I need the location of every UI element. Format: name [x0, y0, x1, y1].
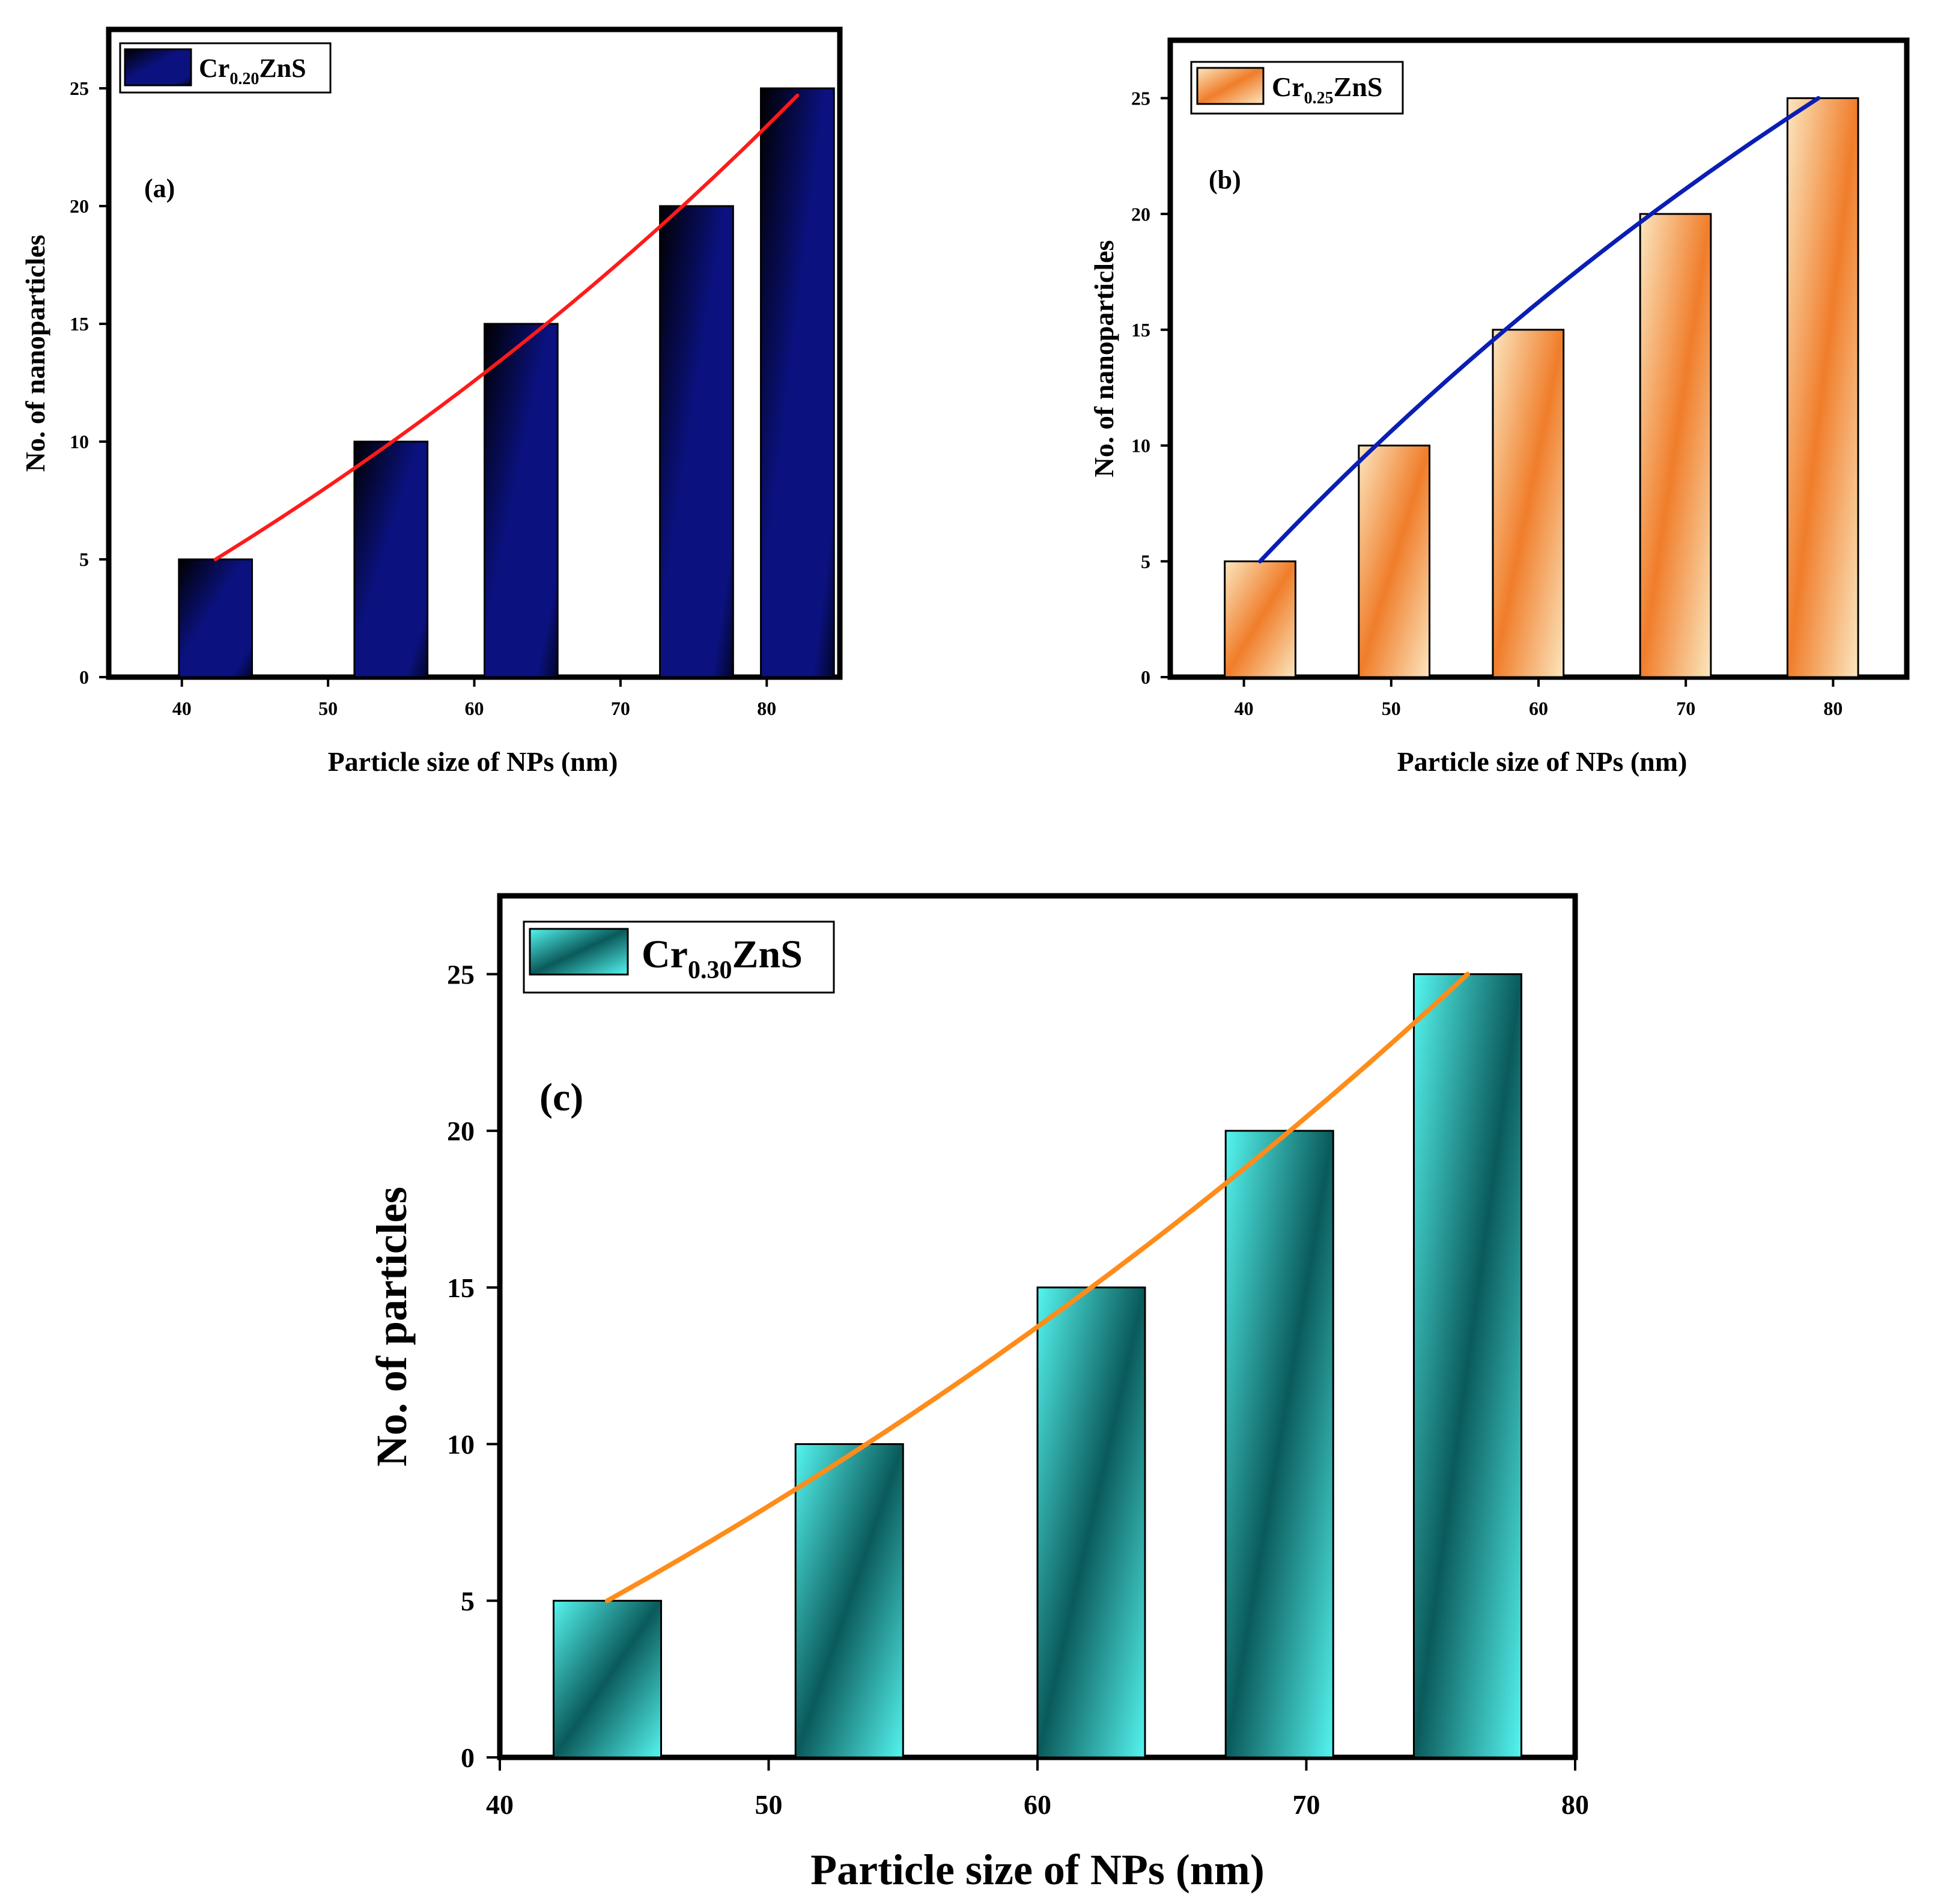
bar	[1492, 329, 1565, 678]
fit-curve	[605, 972, 1470, 1604]
y-tick-label: 5	[79, 549, 89, 570]
bar	[659, 205, 734, 678]
y-axis: 0 5 10 15 20 25	[447, 959, 500, 1773]
x-tick-label: 40	[486, 1789, 514, 1820]
x-tick-label: 50	[755, 1789, 783, 1820]
bar	[1413, 973, 1522, 1759]
x-tick-label: 70	[611, 698, 630, 719]
x-axis-title: Particle size of NPs (nm)	[1397, 746, 1687, 777]
y-tick-label: 5	[1141, 550, 1150, 572]
legend-text: Cr0.20ZnS	[199, 53, 306, 88]
y-tick-label: 25	[447, 959, 475, 990]
x-tick-label: 80	[1561, 1789, 1589, 1820]
y-tick-label: 0	[461, 1742, 475, 1773]
x-tick-label: 60	[1529, 698, 1548, 719]
x-tick-label: 80	[757, 698, 776, 719]
bar	[1224, 560, 1296, 678]
legend: Cr0.25ZnS	[1190, 61, 1404, 115]
x-axis-title: Particle size of NPs (nm)	[328, 746, 618, 777]
bar-series	[178, 87, 835, 678]
y-axis-title: No. of nanoparticles	[20, 235, 50, 472]
y-tick-label: 25	[70, 78, 89, 99]
y-tick-label: 10	[447, 1429, 475, 1460]
legend-text: Cr0.30ZnS	[642, 932, 803, 984]
x-tick-label: 70	[1676, 698, 1695, 719]
legend-swatch	[529, 928, 629, 976]
y-axis: 0 5 10 15 20 25	[1131, 88, 1170, 688]
x-tick-label: 50	[1382, 698, 1401, 719]
bar	[353, 440, 429, 678]
legend-text: Cr0.25ZnS	[1272, 71, 1383, 108]
fit-curve	[1258, 96, 1821, 564]
y-tick-label: 15	[1131, 319, 1150, 341]
y-tick-label: 20	[1131, 203, 1150, 225]
legend: Cr0.30ZnS	[523, 920, 835, 994]
chart-panel-b: 0 5 10 15 20 25 40 50 60 70 80 Cr0.25ZnS (b) Part…	[1089, 37, 1910, 777]
y-axis-title: No. of particles	[368, 1187, 416, 1467]
y-tick-label: 0	[79, 666, 89, 688]
y-tick-label: 15	[70, 313, 89, 335]
y-tick-label: 25	[1131, 88, 1150, 109]
bar	[1639, 213, 1712, 678]
y-tick-label: 5	[461, 1586, 475, 1616]
chart-panel-a: 0 5 10 15 20 25 40 50 60 70 80 Cr0.20ZnS (a) Part…	[20, 26, 843, 777]
x-axis: 40 50 60 70 80	[486, 1757, 1589, 1820]
fit-curve	[213, 93, 800, 561]
x-axis: 40 50 60 70 80	[1235, 677, 1842, 719]
bar	[760, 87, 835, 678]
x-tick-label: 80	[1823, 698, 1842, 719]
x-tick-label: 40	[172, 698, 192, 719]
y-tick-label: 10	[70, 431, 89, 452]
x-tick-label: 70	[1293, 1789, 1320, 1820]
bar-series	[1224, 97, 1859, 678]
y-tick-label: 20	[447, 1116, 475, 1146]
x-tick-label: 50	[318, 698, 338, 719]
legend-swatch	[1196, 67, 1265, 105]
y-axis: 0 5 10 15 20 25	[70, 78, 109, 688]
x-tick-label: 40	[1235, 698, 1254, 719]
x-tick-label: 60	[1024, 1789, 1051, 1820]
legend: Cr0.20ZnS	[119, 42, 332, 94]
bar	[178, 558, 254, 678]
bar	[1036, 1286, 1146, 1759]
bar	[1224, 1130, 1334, 1759]
bar	[553, 1599, 662, 1759]
panel-label: (a)	[144, 174, 175, 203]
y-tick-label: 20	[70, 195, 89, 217]
x-axis: 40 50 60 70 80	[172, 677, 776, 719]
y-tick-label: 0	[1141, 666, 1150, 688]
bar	[1786, 97, 1859, 678]
y-tick-label: 15	[447, 1273, 475, 1303]
y-axis-title: No. of nanoparticles	[1089, 240, 1119, 478]
bar	[484, 323, 559, 678]
bar	[794, 1443, 904, 1759]
panel-label: (b)	[1209, 165, 1241, 195]
panel-label: (c)	[539, 1075, 583, 1119]
bar-series	[553, 973, 1522, 1759]
y-tick-label: 10	[1131, 435, 1150, 457]
chart-panel-c: 0 5 10 15 20 25 40 50 60 70 80 Cr0.30ZnS (c) Part…	[368, 893, 1589, 1894]
legend-swatch	[124, 48, 192, 87]
x-tick-label: 60	[465, 698, 484, 719]
x-axis-title: Particle size of NPs (nm)	[810, 1846, 1265, 1894]
bar	[1358, 445, 1431, 678]
